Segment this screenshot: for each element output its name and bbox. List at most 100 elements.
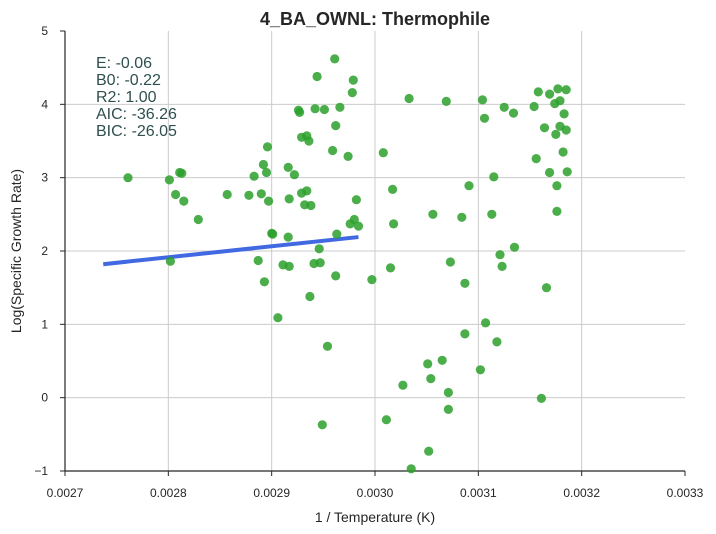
- data-point: [555, 96, 565, 106]
- data-point: [529, 101, 539, 112]
- y-tick-label: 2: [41, 244, 48, 258]
- data-point: [404, 93, 414, 104]
- x-tick-label: 0.0029: [253, 486, 290, 500]
- data-point: [259, 277, 269, 287]
- data-point: [193, 214, 203, 225]
- data-point: [552, 181, 562, 191]
- data-point: [123, 173, 133, 183]
- fit-line-group: [103, 235, 359, 267]
- data-point: [317, 420, 327, 430]
- data-point: [343, 151, 353, 161]
- x-tick-label: 0.0030: [357, 486, 394, 500]
- data-point: [464, 181, 474, 191]
- data-point: [244, 190, 254, 200]
- y-tick-label: 0: [41, 391, 48, 405]
- data-point: [460, 329, 470, 339]
- data-point: [319, 104, 329, 115]
- chart-title: 4_BA_OWNL: Thermophile: [260, 9, 490, 29]
- y-axis-label: Log(Specific Growth Rate): [8, 169, 24, 333]
- data-point: [283, 232, 293, 242]
- data-point: [330, 54, 340, 64]
- fit-line: [103, 235, 359, 267]
- data-point: [304, 136, 314, 146]
- data-point: [389, 219, 399, 229]
- y-tick-label: 5: [41, 24, 48, 38]
- data-point: [441, 96, 451, 106]
- data-point: [295, 107, 305, 117]
- data-point: [331, 121, 341, 131]
- data-point: [536, 393, 547, 403]
- data-point: [306, 200, 316, 211]
- data-point: [492, 337, 502, 347]
- y-tick-label: −1: [34, 464, 48, 478]
- data-point: [539, 123, 550, 133]
- stat-line: BIC: -26.05: [96, 123, 177, 140]
- data-point: [349, 214, 359, 225]
- data-point: [256, 189, 266, 199]
- data-point: [533, 87, 543, 97]
- stat-line: B0: -0.22: [96, 72, 161, 89]
- data-point: [445, 257, 455, 267]
- y-tick-label: 1: [41, 317, 48, 331]
- x-tick-label: 0.0032: [563, 486, 600, 500]
- data-point: [477, 95, 488, 105]
- data-point: [545, 167, 555, 178]
- data-point: [479, 113, 490, 123]
- data-point: [531, 154, 541, 164]
- data-point: [177, 168, 187, 178]
- data-point: [489, 172, 499, 182]
- axes: 0.0027 0.0028 0.0029 0.0030 0.0031 0.0032 0.00…: [34, 24, 703, 500]
- data-point: [423, 359, 433, 369]
- x-tick-label: 0.0033: [667, 486, 704, 500]
- data-point: [367, 275, 377, 285]
- data-point: [179, 196, 189, 206]
- data-point: [460, 278, 470, 288]
- data-point: [351, 195, 361, 205]
- data-point: [335, 102, 345, 112]
- data-point: [331, 271, 341, 281]
- data-point: [551, 129, 561, 139]
- data-point: [553, 84, 563, 94]
- data-point: [314, 244, 324, 254]
- data-point: [398, 380, 408, 390]
- data-point: [385, 263, 396, 273]
- x-tick-label: 0.0027: [47, 486, 84, 500]
- data-point: [545, 89, 555, 99]
- data-point: [497, 261, 507, 271]
- data-point: [322, 341, 333, 351]
- data-point: [347, 88, 357, 98]
- data-point: [495, 250, 505, 260]
- data-point: [541, 283, 552, 293]
- data-point: [268, 229, 278, 239]
- stat-line: R2: 1.00: [96, 89, 157, 106]
- data-point: [312, 71, 322, 82]
- y-tick-label: 4: [41, 97, 48, 111]
- data-point: [508, 108, 519, 118]
- data-point: [443, 404, 453, 414]
- data-point: [273, 313, 283, 323]
- data-point: [552, 206, 562, 216]
- data-point: [315, 258, 325, 268]
- data-point: [164, 175, 174, 185]
- grid: [65, 31, 685, 471]
- data-point: [348, 75, 358, 85]
- data-point: [426, 374, 436, 384]
- data-point: [499, 102, 509, 112]
- data-point: [332, 229, 342, 239]
- data-point: [481, 318, 491, 328]
- x-tick-label: 0.0031: [460, 486, 497, 500]
- data-point: [561, 85, 571, 95]
- data-point: [381, 415, 391, 425]
- data-point: [562, 167, 572, 177]
- data-point: [253, 255, 263, 266]
- data-point: [310, 104, 320, 114]
- data-point: [487, 209, 497, 219]
- data-point: [509, 242, 520, 252]
- data-point: [559, 109, 569, 119]
- data-point: [558, 147, 568, 157]
- x-axis-label: 1 / Temperature (K): [315, 509, 435, 525]
- data-point: [222, 189, 232, 200]
- data-point: [262, 142, 273, 152]
